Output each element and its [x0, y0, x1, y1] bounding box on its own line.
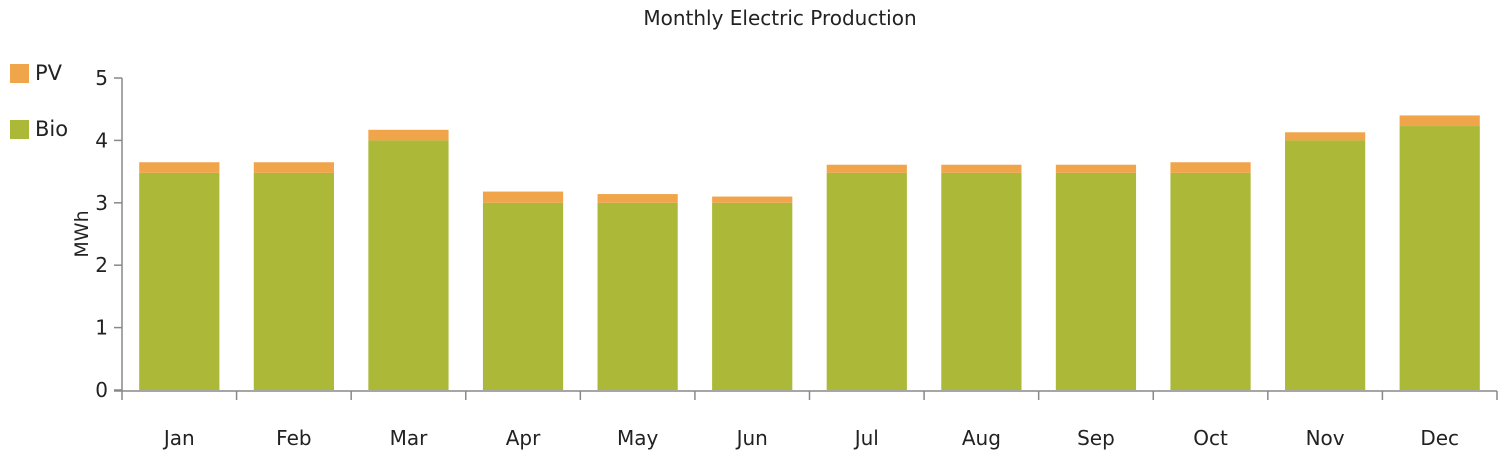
bar-pv-feb: [253, 162, 334, 173]
x-tick-label-jul: Jul: [853, 426, 879, 450]
bar-bio-jan: [139, 172, 220, 390]
bar-pv-mar: [368, 129, 449, 141]
bar-pv-may: [597, 194, 678, 203]
bar-bio-dec: [1399, 126, 1480, 390]
y-tick-label-5: 5: [95, 66, 108, 90]
legend-label-bio: Bio: [35, 117, 69, 141]
y-axis-title: MWh: [71, 210, 93, 257]
bar-pv-jun: [712, 196, 793, 203]
x-tick-label-jun: Jun: [735, 426, 768, 450]
legend-item-pv[interactable]: PV: [10, 58, 68, 88]
y-tick-label-0: 0: [95, 378, 108, 402]
y-tick-label-4: 4: [95, 128, 108, 152]
bar-pv-apr: [482, 191, 564, 203]
bar-pv-sep: [1055, 164, 1137, 173]
bar-bio-jul: [826, 172, 907, 390]
legend-swatch-bio: [10, 119, 29, 139]
y-tick-label-1: 1: [95, 316, 108, 340]
bar-pv-oct: [1170, 162, 1251, 173]
bar-bio-may: [597, 202, 678, 390]
bar-bio-mar: [368, 140, 449, 390]
x-tick-label-aug: Aug: [962, 426, 1001, 450]
bar-bio-jun: [712, 202, 793, 390]
x-tick-label-nov: Nov: [1306, 426, 1345, 450]
bar-bio-apr: [482, 202, 564, 390]
x-tick-label-sep: Sep: [1077, 426, 1115, 450]
bar-bio-sep: [1055, 172, 1137, 390]
bars-group: [139, 115, 1480, 390]
legend-swatch-pv: [10, 63, 29, 83]
x-tick-label-may: May: [617, 426, 659, 450]
x-tick-label-oct: Oct: [1193, 426, 1228, 450]
x-tick-label-apr: Apr: [506, 426, 541, 450]
bar-pv-nov: [1285, 132, 1366, 141]
bar-bio-feb: [253, 172, 334, 390]
y-tick-label-3: 3: [95, 191, 108, 215]
chart-title: Monthly Electric Production: [643, 6, 917, 30]
bar-bio-aug: [941, 172, 1022, 390]
axes-group: 0 1 2 3 4 5 Jan Feb Mar Apr May Jun Jul Aug Sep Oct Nov D…: [95, 66, 1498, 450]
x-tick-label-jan: Jan: [162, 426, 195, 450]
bar-pv-jan: [139, 162, 220, 173]
x-tick-label-mar: Mar: [390, 426, 429, 450]
legend-item-bio[interactable]: Bio: [10, 114, 68, 144]
y-tick-label-2: 2: [95, 253, 108, 277]
bar-pv-dec: [1399, 115, 1480, 127]
legend: PV Bio: [10, 58, 68, 170]
x-tick-label-feb: Feb: [276, 426, 311, 450]
bar-bio-oct: [1170, 172, 1251, 390]
bar-pv-jul: [826, 164, 907, 173]
bar-pv-aug: [941, 164, 1022, 173]
bar-bio-nov: [1285, 140, 1366, 390]
x-tick-label-dec: Dec: [1420, 426, 1459, 450]
legend-label-pv: PV: [35, 61, 63, 85]
